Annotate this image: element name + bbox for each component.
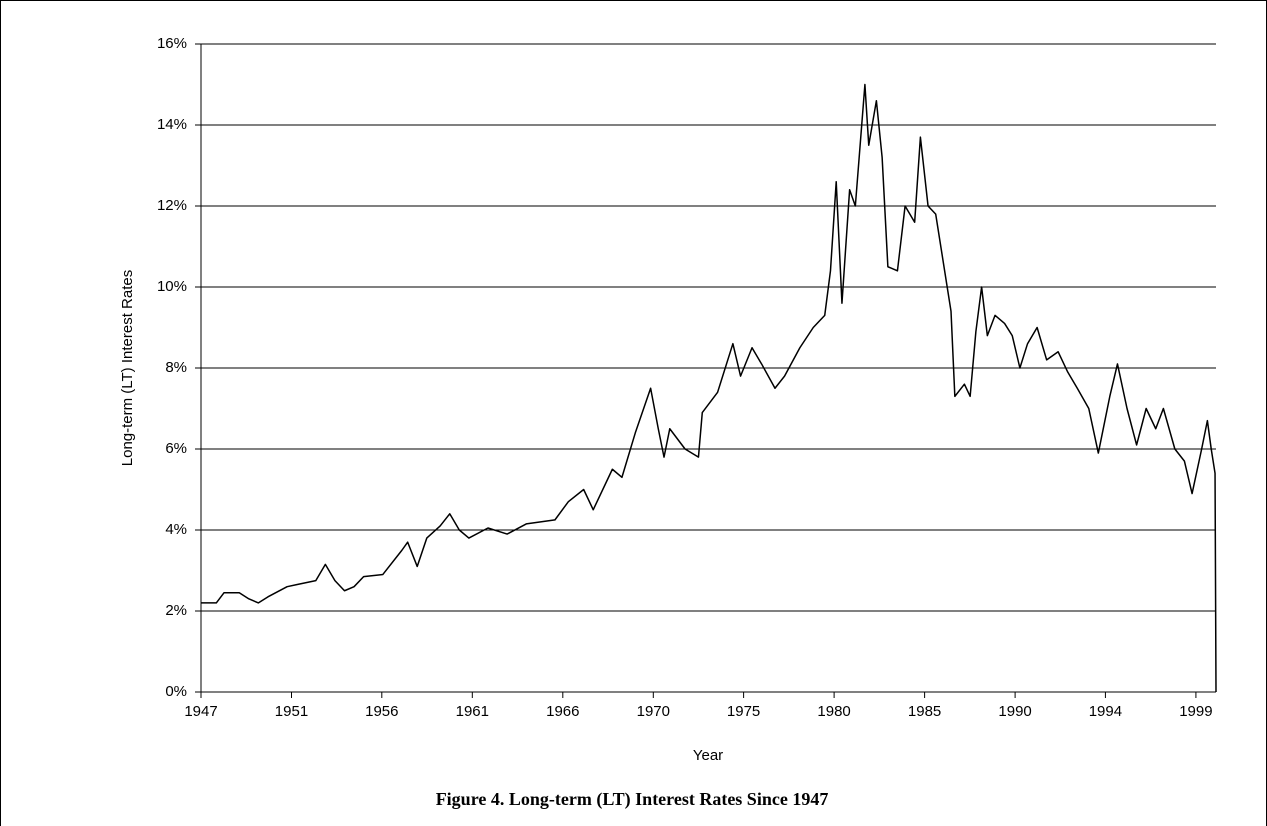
y-tick-label: 8% — [165, 359, 187, 376]
chart-title: Figure 4. Long-term (LT) Interest Rates … — [436, 789, 829, 810]
x-tick-label: 1966 — [546, 703, 579, 720]
y-tick-label: 14% — [157, 116, 187, 133]
x-tick-label: 1990 — [998, 703, 1031, 720]
x-axis-label: Year — [693, 747, 723, 764]
x-tick-label: 1999 — [1179, 703, 1212, 720]
y-tick-label: 16% — [157, 35, 187, 52]
x-tick-label: 1947 — [184, 703, 217, 720]
y-tick-label: 12% — [157, 197, 187, 214]
x-tick-label: 1970 — [637, 703, 670, 720]
x-tick-label: 1985 — [908, 703, 941, 720]
x-tick-label: 1956 — [365, 703, 398, 720]
y-tick-label: 4% — [165, 521, 187, 538]
data-line — [201, 83, 1217, 693]
y-tick-label: 0% — [165, 683, 187, 700]
x-tick-label: 1961 — [456, 703, 489, 720]
x-tick-label: 1951 — [275, 703, 308, 720]
y-tick-label: 2% — [165, 602, 187, 619]
y-axis-label: Long-term (LT) Interest Rates — [119, 270, 136, 466]
y-tick-label: 6% — [165, 440, 187, 457]
x-tick-label: 1975 — [727, 703, 760, 720]
x-tick-label: 1994 — [1089, 703, 1122, 720]
y-tick-label: 10% — [157, 278, 187, 295]
x-tick-label: 1980 — [817, 703, 850, 720]
